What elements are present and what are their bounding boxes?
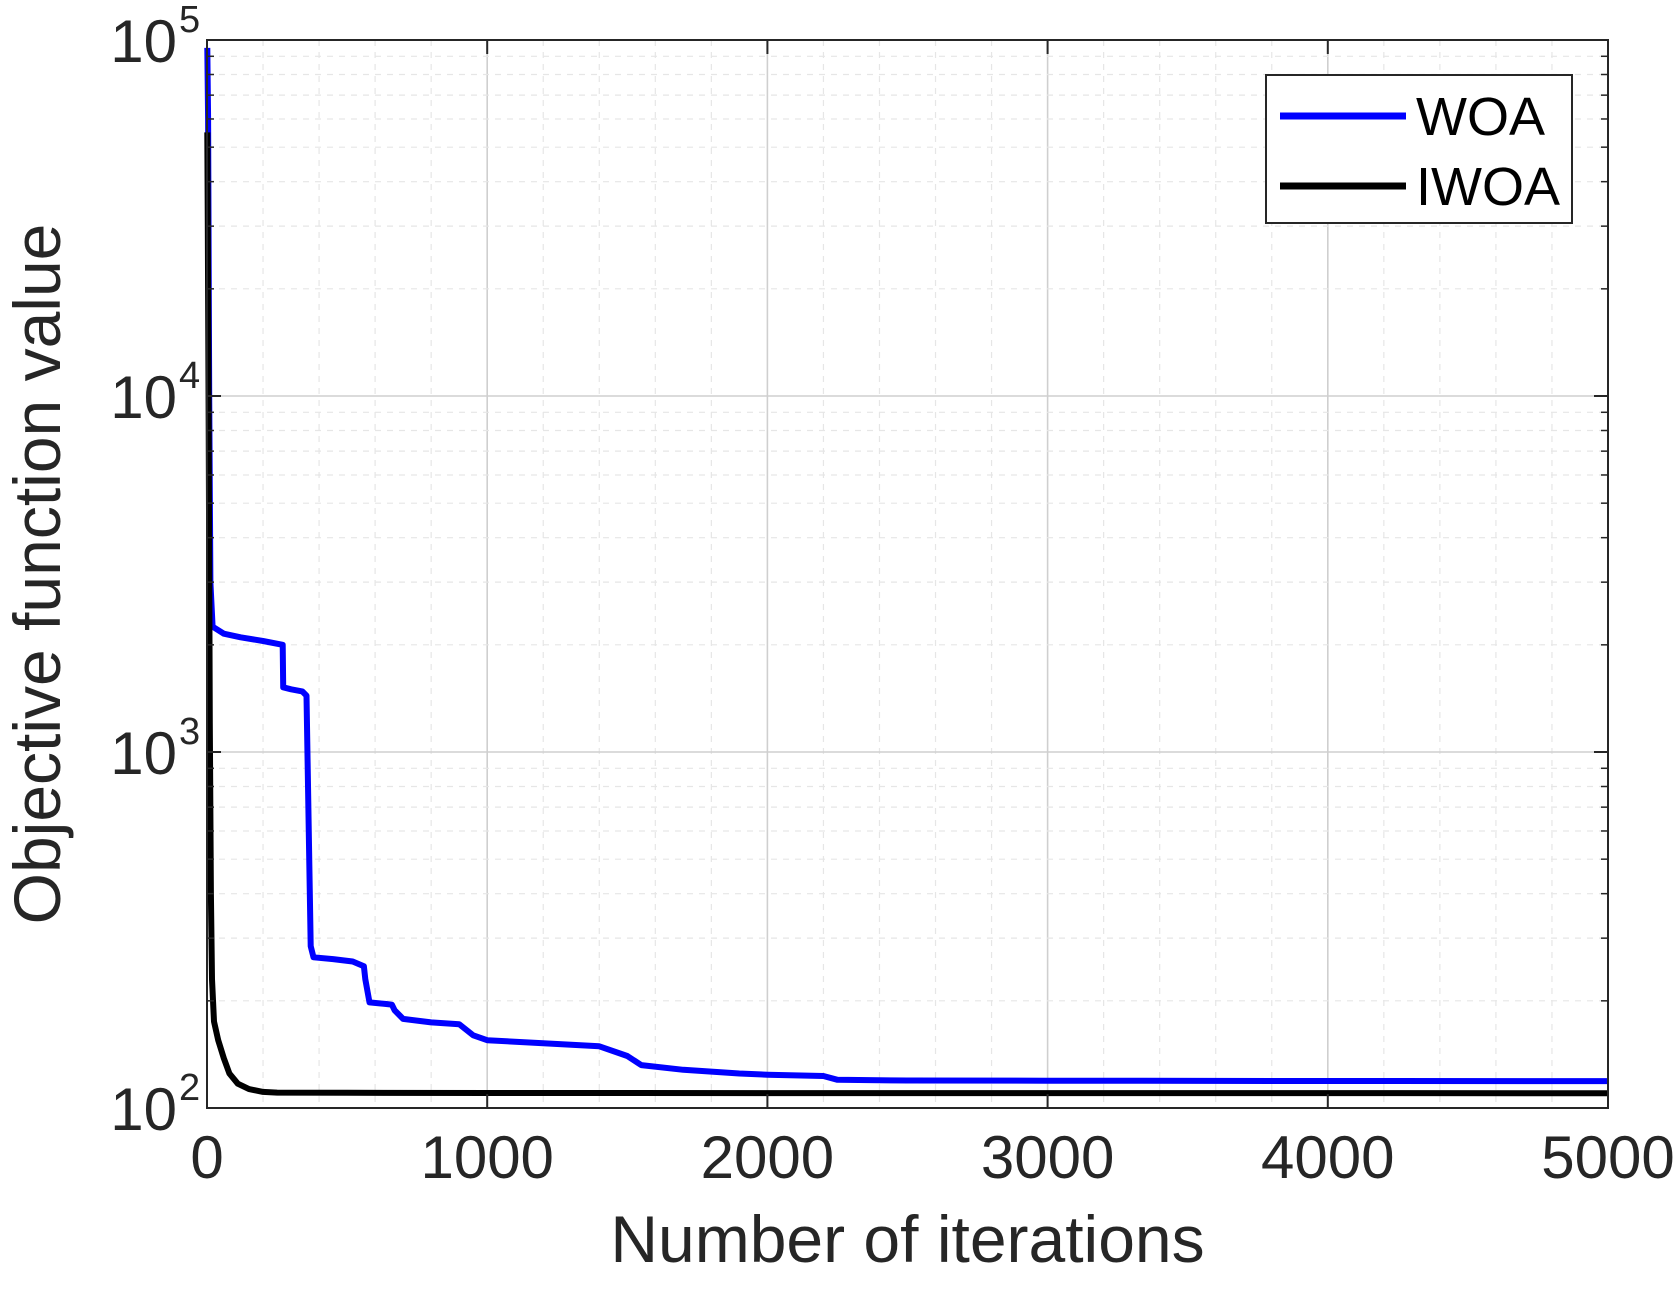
y-tick-label: 10 <box>110 1076 177 1143</box>
y-axis-label: Objective function value <box>0 224 74 925</box>
x-tick-label: 1000 <box>420 1124 553 1191</box>
y-tick-exponent: 4 <box>179 355 200 397</box>
y-tick-label: 10 <box>110 364 177 431</box>
y-tick-exponent: 3 <box>179 711 200 753</box>
legend-box <box>1265 74 1573 224</box>
y-tick-label: 10 <box>110 8 177 75</box>
series-line-iwoa <box>204 132 1609 1097</box>
series-line-woa <box>204 47 1609 1085</box>
legend-label-woa: WOA <box>1416 87 1545 147</box>
legend-label-iwoa: IWOA <box>1416 157 1560 217</box>
y-tick-exponent: 5 <box>179 0 200 41</box>
x-axis-label: Number of iterations <box>610 1202 1204 1276</box>
y-tick-exponent: 2 <box>179 1067 200 1109</box>
legend: WOA IWOA <box>1265 74 1573 224</box>
y-tick-label: 10 <box>110 720 177 787</box>
x-tick-label: 0 <box>190 1124 223 1191</box>
x-tick-label: 3000 <box>981 1124 1114 1191</box>
x-tick-label: 4000 <box>1261 1124 1394 1191</box>
plot-frame <box>206 39 1609 1109</box>
x-tick-label: 5000 <box>1541 1124 1674 1191</box>
x-tick-label: 2000 <box>701 1124 834 1191</box>
